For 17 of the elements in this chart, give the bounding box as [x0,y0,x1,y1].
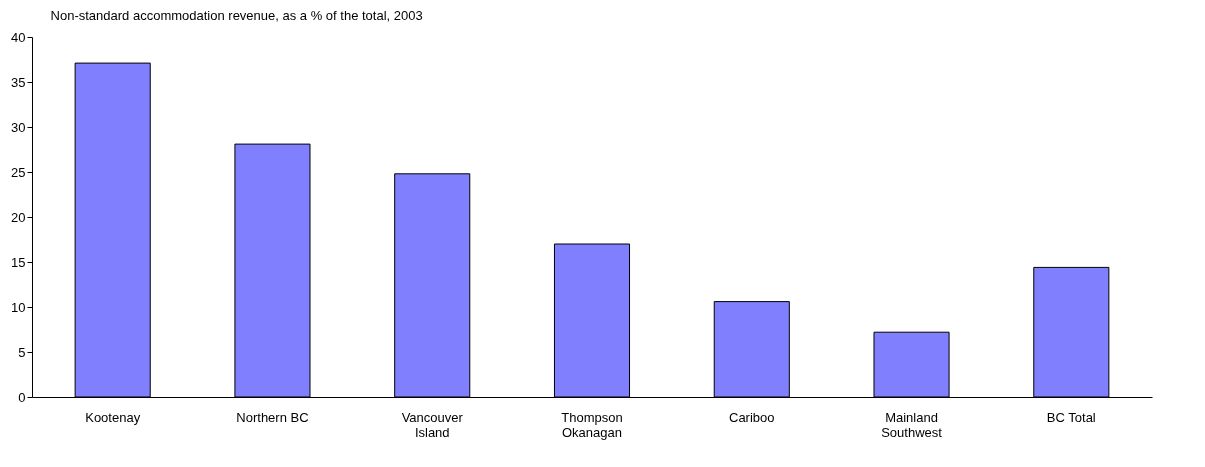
y-tick-label: 0 [18,389,26,405]
x-tick-label: Thompson Okanagan [561,409,623,440]
y-tick-label: 35 [11,74,26,90]
y-tick-label: 15 [11,254,26,270]
x-tick-label: Northern BC [236,409,309,425]
x-tick-label: BC Total [1046,409,1096,425]
x-tick-label: Vancouver Island [401,409,464,440]
x-tick-label: Kootenay [85,409,141,425]
y-tick-label: 20 [11,209,26,225]
y-tick-label: 5 [18,344,26,360]
y-tick-label: 25 [11,164,26,180]
chart-title: Non-standard accommodation revenue, as a % of the total, 2003 [50,8,423,23]
y-tick-label: 40 [11,29,26,45]
x-tick-label: Mainland Southwest [881,409,943,440]
y-tick-label: 30 [11,119,26,135]
y-tick-label: 10 [11,299,26,315]
x-tick-label: Cariboo [729,409,775,425]
